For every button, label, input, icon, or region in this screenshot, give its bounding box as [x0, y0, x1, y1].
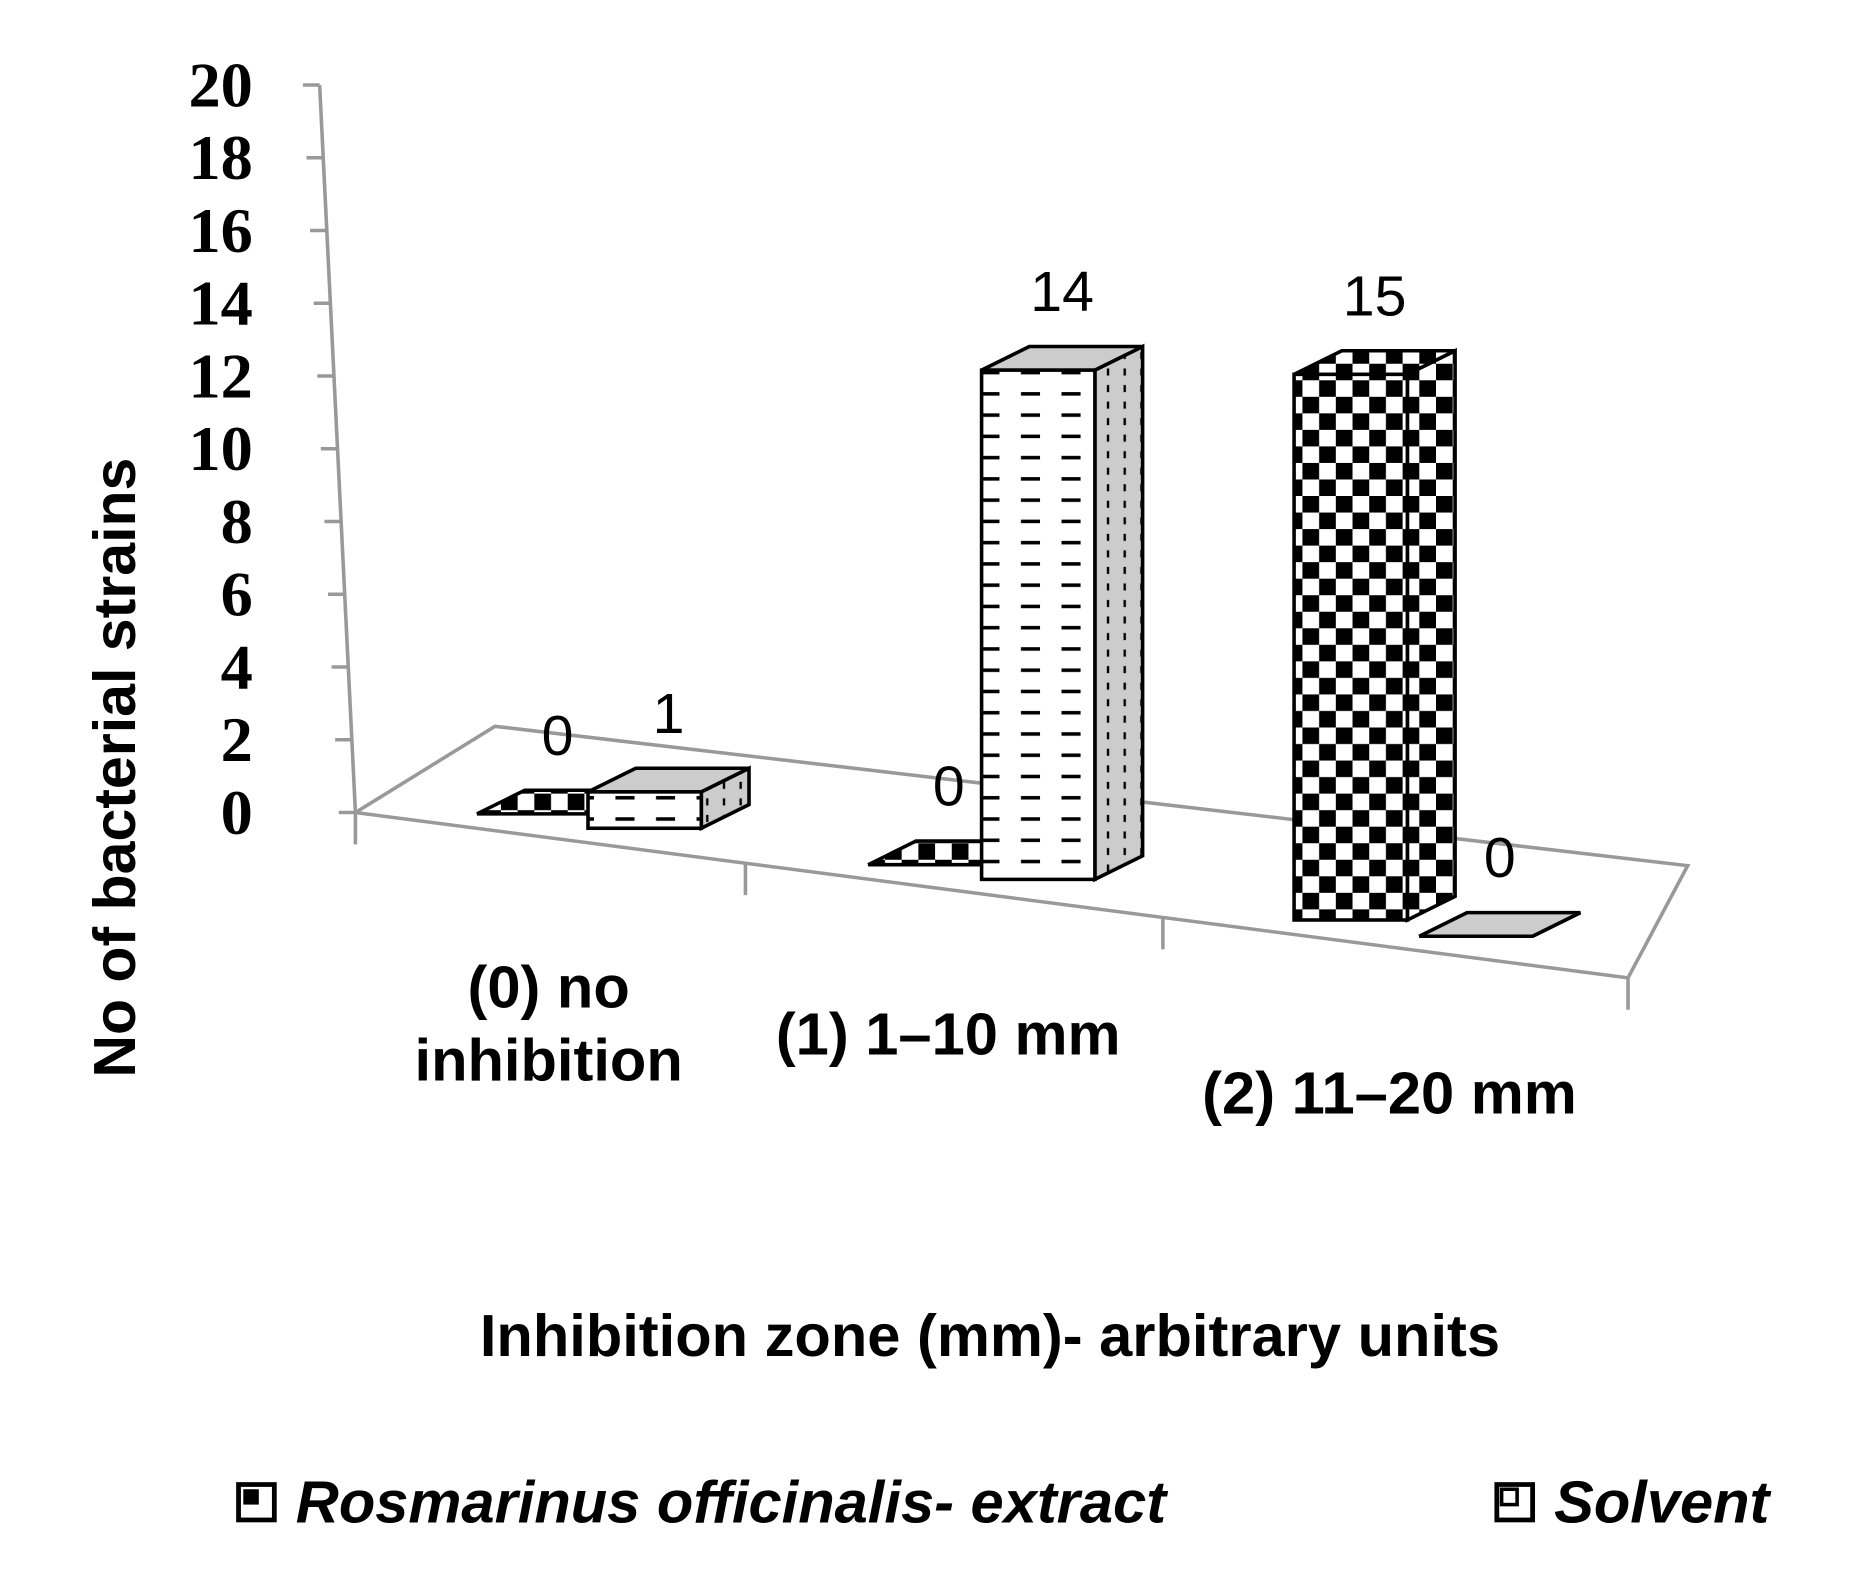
data-label: 0: [1484, 826, 1516, 890]
data-label: 14: [1030, 260, 1094, 324]
x-tick-label: (1) 1–10 mm: [775, 1001, 1121, 1068]
y-tick-label: 12: [188, 341, 252, 412]
bar-side: [1405, 347, 1457, 923]
legend-swatch-fill: [1499, 1487, 1519, 1507]
y-tick-label: 4: [221, 632, 253, 703]
x-tick-label-box: (1) 1–10 mm: [775, 1001, 1121, 1068]
bar-front: [586, 790, 704, 831]
x-tick-label-box: (2) 11–20 mm: [1202, 1060, 1577, 1127]
y-tick-label: 2: [221, 704, 253, 775]
y-tick-label: 8: [221, 486, 253, 557]
data-label: 15: [1343, 265, 1407, 329]
bar: [979, 343, 1145, 883]
x-axis-title: Inhibition zone (mm)- arbitrary units: [480, 1302, 1500, 1369]
data-label: 1: [653, 682, 685, 746]
y-tick-label: 20: [188, 50, 252, 121]
bar: [1418, 910, 1582, 939]
y-tick-label: 6: [221, 559, 253, 630]
legend-label: Solvent: [1554, 1469, 1772, 1536]
bar: [1292, 347, 1457, 923]
bar-top: [1418, 910, 1582, 939]
x-tick-label: (0) no inhibition: [414, 954, 683, 1094]
legend-swatch-fill: [243, 1489, 259, 1505]
bar-side: [1093, 343, 1145, 883]
legend-label: Rosmarinus officinalis- extract: [296, 1469, 1169, 1536]
y-tick-label: 18: [188, 122, 252, 193]
data-label: 0: [542, 704, 574, 768]
data-label: 0: [933, 755, 965, 819]
x-tick-label: (2) 11–20 mm: [1202, 1060, 1577, 1127]
y-tick-label: 0: [221, 777, 253, 848]
floor: [350, 724, 1691, 980]
bar-front: [979, 368, 1097, 882]
y-axis-title: No of bacterial strains: [81, 458, 148, 1078]
plot: No of bacterial strains Inhibition zone …: [81, 50, 1772, 1536]
x-tick-label-box: (0) no inhibition: [414, 954, 683, 1094]
y-tick-label: 10: [188, 413, 252, 484]
bar: [586, 765, 751, 832]
y-tick-label: 14: [188, 268, 252, 339]
y-tick-label: 16: [188, 195, 252, 266]
bar-front: [1292, 372, 1410, 922]
